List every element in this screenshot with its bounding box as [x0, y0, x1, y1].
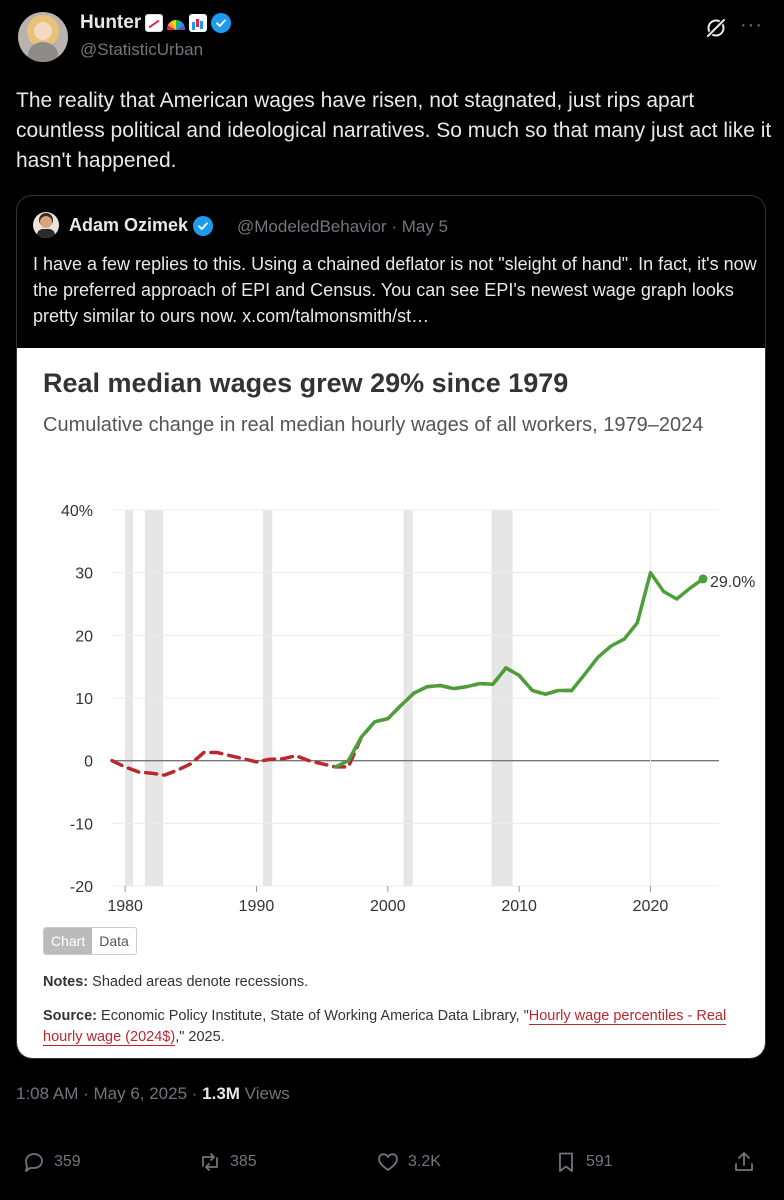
- reply-count: 359: [54, 1153, 81, 1170]
- quoted-meta: @ModeledBehavior · May 5: [237, 217, 448, 237]
- views-count: 1.3M: [202, 1084, 240, 1103]
- quoted-author-display-name[interactable]: Adam Ozimek: [69, 215, 189, 235]
- y-tick-label: 0: [84, 754, 93, 771]
- chart-card[interactable]: Real median wages grew 29% since 1979 Cu…: [17, 348, 765, 1058]
- author-avatar[interactable]: [18, 12, 68, 62]
- tweet-timestamp: 1:08 AM · May 6, 2025 · 1.3M Views: [16, 1084, 290, 1104]
- x-tick-label: 1990: [239, 898, 275, 915]
- source-end: ," 2025.: [175, 1029, 225, 1045]
- source-link[interactable]: Hourly wage percentiles - Real hourly wa…: [43, 1008, 727, 1046]
- more-options-icon[interactable]: ···: [740, 14, 763, 36]
- like-count: 3.2K: [408, 1153, 441, 1170]
- chart-title: Real median wages grew 29% since 1979: [43, 368, 569, 398]
- notes-text: Shaded areas denote recessions.: [88, 974, 309, 990]
- tweet-text: The reality that American wages have ris…: [16, 89, 772, 172]
- heart-icon: [378, 1153, 398, 1171]
- views-label: Views: [239, 1084, 290, 1103]
- verified-badge-icon[interactable]: [211, 13, 232, 33]
- repost-button[interactable]: 385: [198, 1150, 257, 1174]
- share-icon: [735, 1152, 753, 1171]
- quoted-tweet[interactable]: Adam Ozimek @ModeledBehavior · May 5 I h…: [16, 195, 766, 1059]
- author-display-name[interactable]: Hunter: [80, 12, 142, 33]
- quoted-verified-badge-icon[interactable]: [193, 215, 214, 236]
- share-button[interactable]: [732, 1150, 756, 1174]
- end-value-label: 29.0%: [710, 574, 755, 591]
- y-tick-label: -20: [70, 879, 93, 896]
- grok-icon[interactable]: [704, 16, 728, 40]
- chart-data-toggle: Chart Data: [43, 927, 137, 955]
- quoted-handle[interactable]: @ModeledBehavior: [237, 217, 387, 236]
- y-tick-label: 10: [75, 691, 93, 708]
- y-tick-label: 40%: [61, 503, 93, 520]
- bookmark-icon: [559, 1152, 573, 1172]
- quoted-author-avatar[interactable]: [33, 212, 59, 238]
- notes-label: Notes:: [43, 974, 89, 990]
- source-text: Economic Policy Institute, State of Work…: [97, 1008, 529, 1024]
- repost-icon: [202, 1153, 218, 1171]
- bookmark-button[interactable]: 591: [554, 1150, 613, 1174]
- rainbow-emoji-icon: [167, 20, 186, 30]
- end-point-marker: [698, 574, 708, 584]
- tab-chart[interactable]: Chart: [44, 928, 93, 954]
- chart-increasing-emoji-icon: [145, 14, 164, 32]
- like-button[interactable]: 3.2K: [376, 1150, 441, 1174]
- tab-data[interactable]: Data: [92, 928, 136, 954]
- repost-count: 385: [230, 1153, 257, 1170]
- author-name-row[interactable]: Hunter: [80, 12, 232, 34]
- quoted-author-name-row[interactable]: Adam Ozimek: [69, 215, 214, 236]
- bookmark-count: 591: [586, 1153, 613, 1170]
- y-tick-label: 30: [75, 566, 93, 583]
- timestamp-text[interactable]: 1:08 AM · May 6, 2025 ·: [16, 1084, 203, 1103]
- quoted-date[interactable]: May 5: [401, 217, 449, 236]
- quoted-separator: ·: [391, 217, 397, 236]
- y-tick-label: -10: [70, 816, 93, 833]
- bar-chart-emoji-icon: [189, 14, 208, 32]
- x-tick-label: 2000: [370, 898, 406, 915]
- x-tick-label: 1980: [107, 898, 143, 915]
- chart-subtitle: Cumulative change in real median hourly …: [43, 414, 704, 436]
- x-tick-label: 2020: [633, 898, 669, 915]
- series-line-solid: [333, 570, 705, 769]
- chart-notes: Notes: Shaded areas denote recessions.: [43, 974, 308, 990]
- source-label: Source:: [43, 1008, 97, 1024]
- author-handle[interactable]: @StatisticUrban: [80, 40, 204, 59]
- reply-button[interactable]: 359: [22, 1150, 81, 1174]
- y-tick-label: 20: [75, 628, 93, 645]
- chart-source: Source: Economic Policy Institute, State…: [43, 1006, 743, 1048]
- x-tick-label: 2010: [501, 898, 537, 915]
- reply-icon: [25, 1153, 43, 1172]
- quoted-text: I have a few replies to this. Using a ch…: [33, 254, 757, 326]
